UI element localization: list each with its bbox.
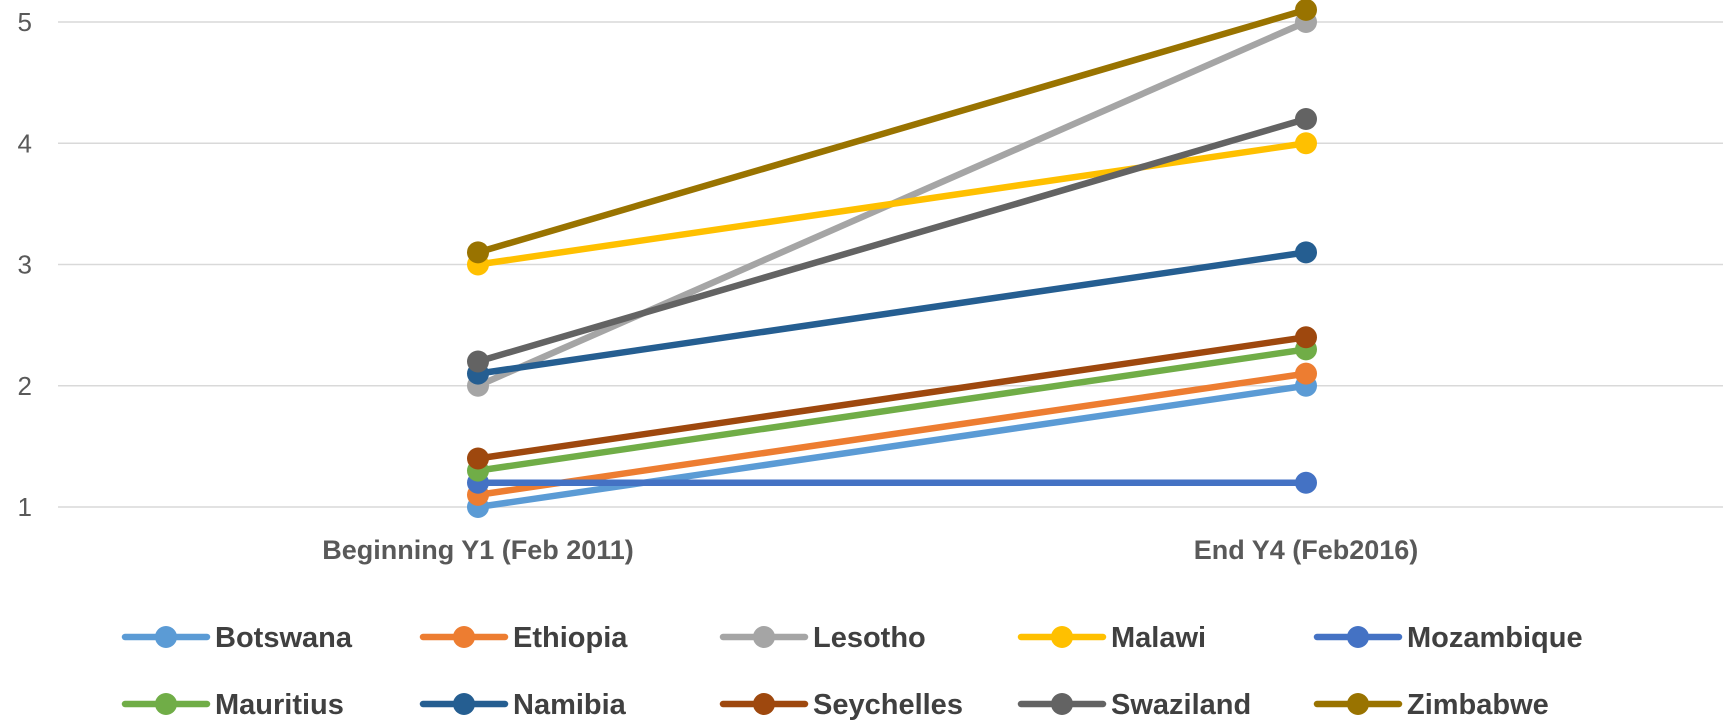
legend-item: Seychelles [719, 689, 963, 721]
legend-swatch-marker [1051, 626, 1073, 648]
legend-item: Zimbabwe [1313, 689, 1549, 721]
series-lines [467, 0, 1317, 518]
data-point [1295, 471, 1317, 494]
data-point [1295, 108, 1317, 130]
legend-swatch-marker [753, 626, 775, 648]
series-line [474, 334, 1310, 462]
legend-item: Botswana [121, 622, 353, 654]
legend-label: Ethiopia [513, 622, 628, 654]
legend-item: Lesotho [719, 622, 926, 654]
data-point [1295, 241, 1317, 264]
gridlines [58, 21, 1723, 508]
legend-label: Botswana [215, 622, 353, 654]
data-point [467, 350, 489, 373]
series-line [474, 382, 1310, 511]
legend-label: Seychelles [813, 689, 963, 721]
legend-label: Zimbabwe [1407, 689, 1549, 721]
legend: Botswana Ethiopia Lesotho Malawi Mozambique M… [121, 622, 1583, 721]
legend-item: Malawi [1017, 622, 1206, 654]
data-point [1295, 132, 1317, 155]
legend-label: Namibia [513, 689, 627, 721]
x-category-label: Beginning Y1 (Feb 2011) [322, 535, 634, 565]
series-line [474, 346, 1310, 474]
data-point [1295, 362, 1317, 385]
y-tick-label: 4 [18, 128, 32, 158]
series-line [474, 115, 1310, 365]
legend-swatch-marker [753, 693, 775, 715]
legend-swatch-marker [1347, 626, 1369, 648]
legend-label: Lesotho [813, 622, 926, 654]
legend-swatch-marker [1347, 693, 1369, 715]
y-tick-label: 5 [18, 7, 32, 37]
data-point [1295, 326, 1317, 349]
data-point [467, 447, 489, 470]
legend-item: Swaziland [1017, 689, 1251, 721]
series-zimbabwe [467, 0, 1317, 264]
series-line [474, 370, 1310, 499]
legend-item: Mozambique [1313, 622, 1583, 654]
series-mauritius [467, 338, 1317, 482]
legend-swatch-marker [453, 626, 475, 648]
y-tick-label: 3 [18, 250, 32, 280]
y-tick-label: 2 [18, 371, 32, 401]
legend-swatch-marker [453, 693, 475, 715]
legend-swatch-marker [1051, 693, 1073, 715]
series-line [474, 249, 1310, 377]
series-line [474, 140, 1310, 268]
legend-swatch-marker [155, 626, 177, 648]
y-tick-label: 1 [18, 492, 32, 522]
data-point [1295, 0, 1317, 21]
legend-item: Ethiopia [419, 622, 628, 654]
data-point [467, 241, 489, 264]
series-namibia [467, 241, 1317, 385]
legend-label: Swaziland [1111, 689, 1251, 721]
legend-item: Mauritius [121, 689, 344, 721]
legend-item: Namibia [419, 689, 627, 721]
legend-swatch-marker [155, 693, 177, 715]
x-category-label: End Y4 (Feb2016) [1194, 535, 1419, 565]
series-line [474, 6, 1310, 256]
x-axis-categories: Beginning Y1 (Feb 2011) End Y4 (Feb2016) [322, 535, 1418, 565]
legend-label: Mauritius [215, 689, 344, 721]
legend-label: Mozambique [1407, 622, 1583, 654]
series-swaziland [467, 108, 1317, 373]
series-seychelles [467, 326, 1317, 470]
y-axis-ticks: 1 2 3 4 5 [18, 7, 32, 522]
legend-label: Malawi [1111, 622, 1206, 654]
